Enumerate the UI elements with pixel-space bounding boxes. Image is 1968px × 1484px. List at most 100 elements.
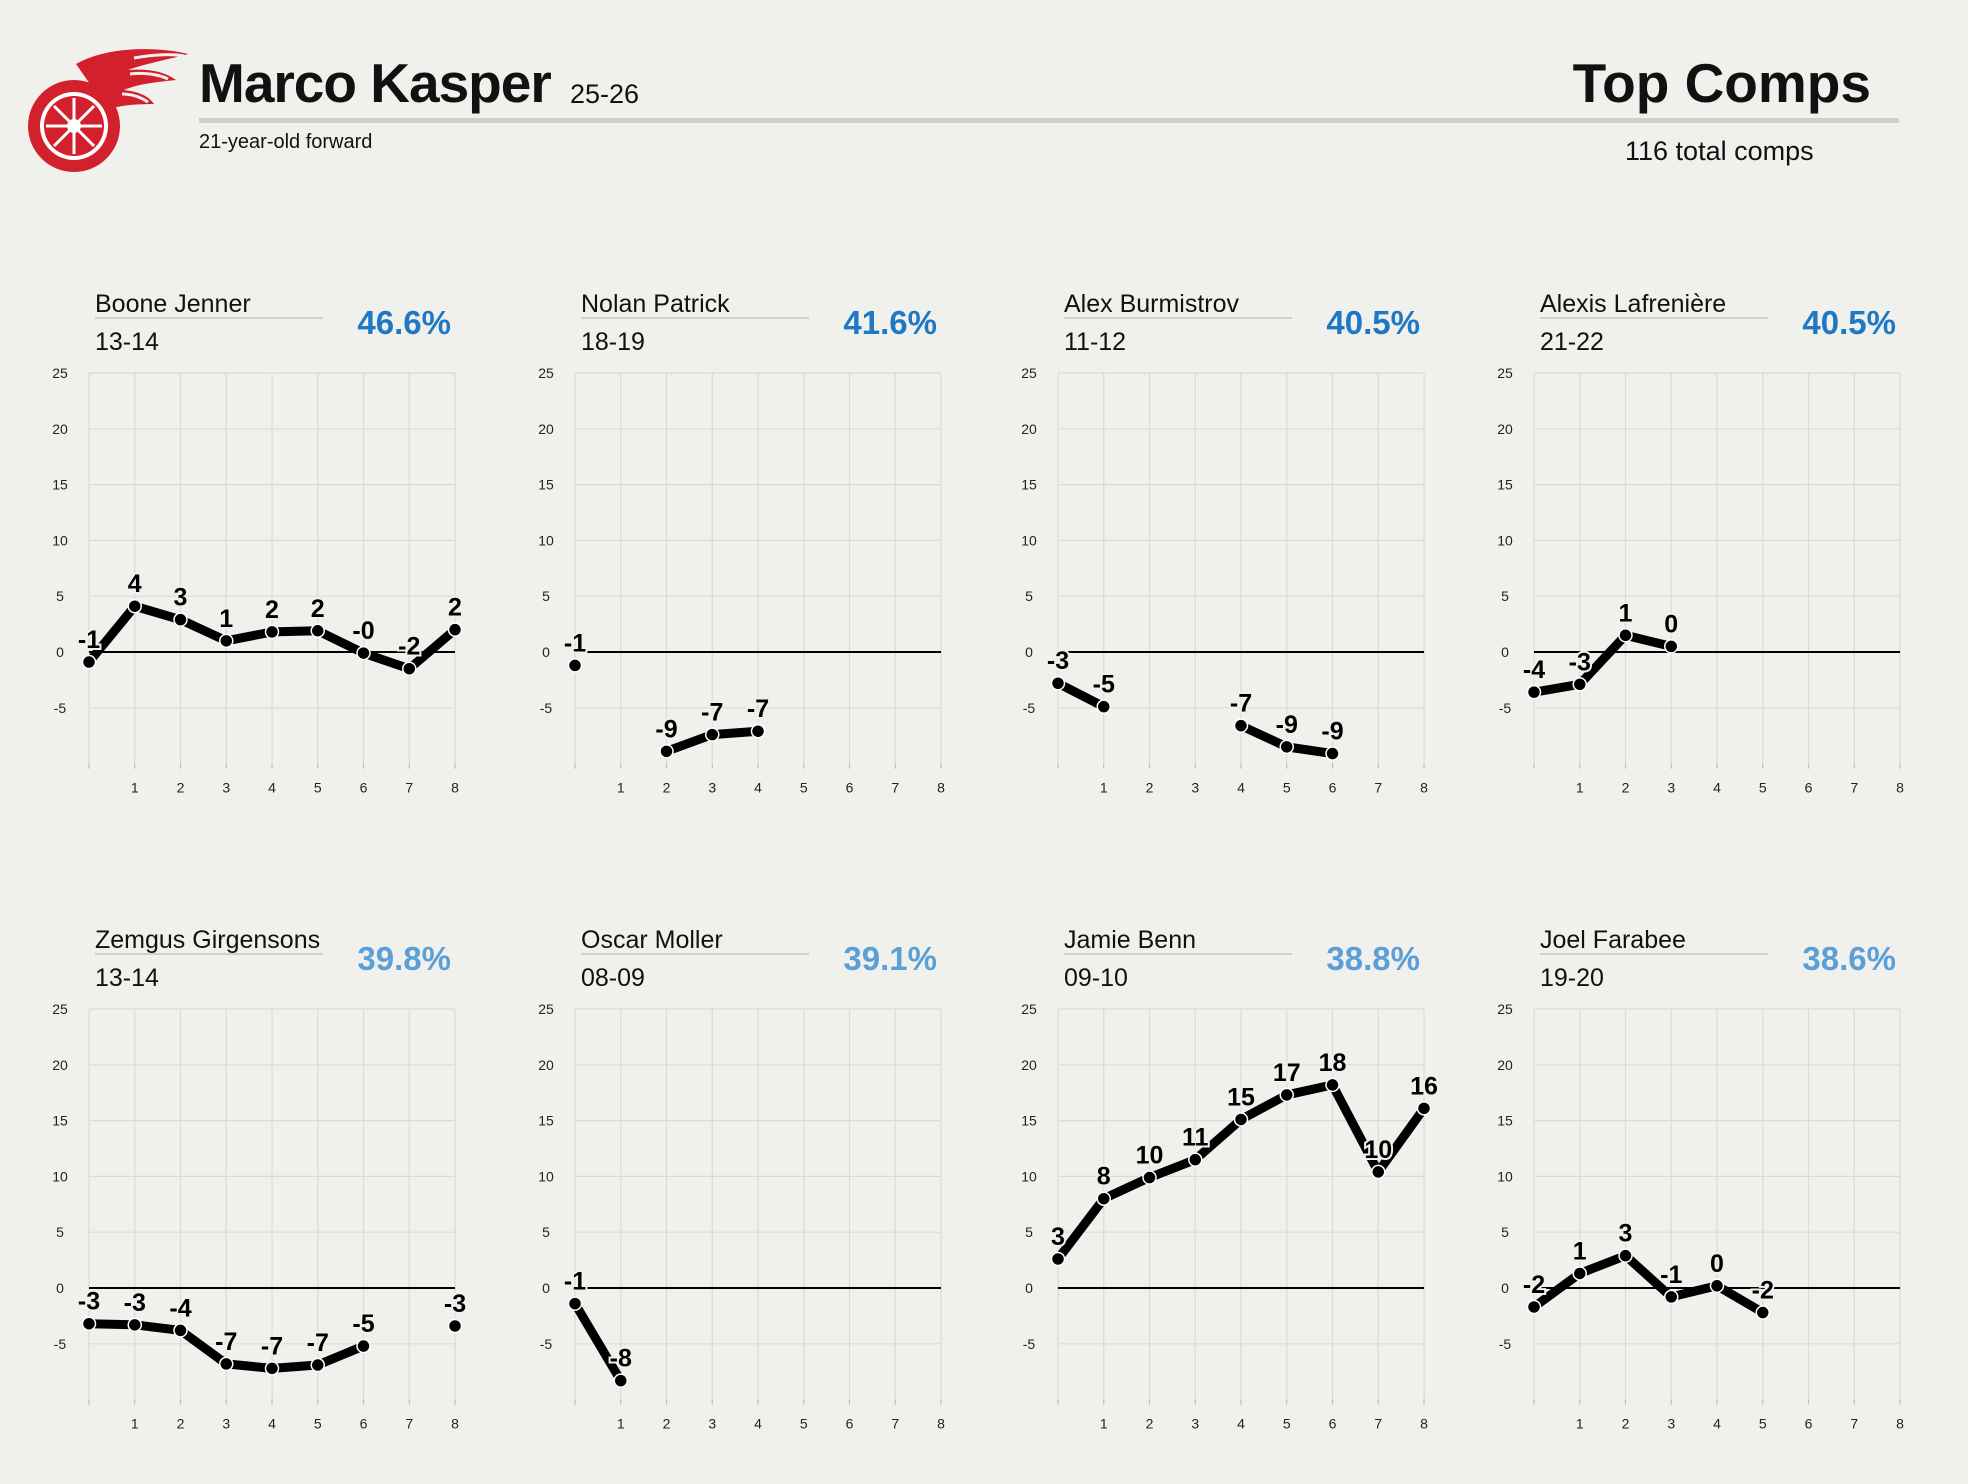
x-tick-label: 3	[708, 780, 716, 796]
y-tick-label: 5	[542, 1224, 550, 1240]
y-tick-label: 15	[538, 1113, 554, 1129]
x-tick-label: 5	[800, 780, 808, 796]
x-tick-label: 7	[1374, 780, 1382, 796]
data-point	[1050, 675, 1066, 691]
x-tick-label: 7	[405, 1416, 413, 1432]
data-point	[1325, 746, 1340, 761]
data-label: -4	[169, 1294, 191, 1322]
x-tick-label: 4	[268, 780, 276, 796]
data-point	[1755, 1305, 1770, 1320]
header-divider	[199, 118, 1899, 123]
data-point	[1188, 1152, 1203, 1167]
data-label: -3	[444, 1290, 466, 1318]
comp-season: 09-10	[1064, 964, 1128, 992]
y-tick-label: 0	[1025, 1280, 1033, 1296]
y-tick-label: 10	[1021, 1168, 1037, 1184]
x-tick-label: 1	[131, 780, 139, 796]
y-tick-label: 15	[538, 477, 554, 493]
comp-name: Alex Burmistrov	[1064, 290, 1240, 318]
y-tick-label: 5	[56, 588, 64, 604]
y-tick-label: -5	[54, 700, 67, 716]
y-tick-label: 10	[52, 532, 68, 548]
section-title: Top Comps	[1572, 52, 1871, 114]
comp-name-underline	[581, 953, 809, 955]
y-tick-label: 5	[1025, 588, 1033, 604]
series-line-segment	[1373, 1103, 1429, 1177]
data-label: 1	[1619, 599, 1633, 627]
x-tick-label: 7	[1850, 1416, 1858, 1432]
data-label: 3	[174, 584, 188, 612]
x-tick-label: 5	[1759, 780, 1767, 796]
x-tick-label: 1	[617, 780, 625, 796]
x-tick-label: 2	[1622, 780, 1630, 796]
series-line-segment	[1575, 630, 1630, 689]
comp-name: Jamie Benn	[1064, 926, 1196, 954]
y-tick-label: 0	[542, 1280, 550, 1296]
data-label: -5	[1093, 671, 1115, 699]
data-point	[705, 727, 720, 742]
x-tick-label: 6	[1329, 1416, 1337, 1432]
y-tick-label: 0	[1501, 644, 1509, 660]
x-tick-label: 5	[1759, 1416, 1767, 1432]
x-tick-label: 4	[1713, 780, 1721, 796]
data-point	[1096, 699, 1111, 714]
comp-name: Oscar Moller	[581, 926, 723, 954]
x-tick-label: 2	[663, 1416, 671, 1432]
data-label: -4	[1523, 656, 1545, 684]
x-tick-label: 8	[451, 1416, 459, 1432]
comp-similarity: 46.6%	[357, 304, 451, 341]
y-tick-label: 15	[1497, 477, 1513, 493]
series-line-segment	[1236, 1090, 1292, 1124]
x-tick-label: 4	[1713, 1416, 1721, 1432]
series-line-segment	[1621, 1251, 1676, 1302]
y-tick-label: 25	[1497, 365, 1513, 381]
series-line-segment	[176, 615, 231, 646]
comp-name-underline	[95, 953, 323, 955]
data-point	[310, 623, 325, 639]
series-line-segment	[662, 730, 717, 756]
y-tick-label: 0	[56, 644, 64, 660]
x-tick-label: 6	[1805, 780, 1813, 796]
data-label: -7	[261, 1332, 283, 1360]
comp-name-underline	[1540, 953, 1768, 955]
x-tick-label: 7	[1850, 780, 1858, 796]
y-tick-label: 20	[1021, 421, 1037, 437]
comp-similarity: 40.5%	[1326, 304, 1420, 341]
data-label: -7	[747, 695, 769, 723]
comp-name: Zemgus Girgensons	[95, 926, 320, 954]
x-tick-label: 1	[1100, 780, 1108, 796]
series-line-segment	[1712, 1281, 1768, 1318]
data-label: -3	[78, 1288, 100, 1316]
y-tick-label: 10	[1021, 532, 1037, 548]
y-tick-label: 10	[1497, 532, 1513, 548]
data-point	[659, 744, 674, 759]
y-tick-label: 15	[52, 1113, 68, 1129]
data-label: -7	[701, 699, 723, 727]
series-line-segment	[313, 626, 368, 658]
data-point	[1572, 677, 1587, 692]
comp-season: 13-14	[95, 964, 159, 992]
data-point	[567, 658, 583, 673]
y-tick-label: -5	[540, 700, 553, 716]
x-tick-label: 8	[937, 780, 945, 796]
data-point	[613, 1373, 628, 1388]
x-tick-label: 7	[891, 1416, 899, 1432]
y-tick-label: 25	[1497, 1001, 1513, 1017]
data-label: -1	[564, 629, 586, 657]
data-label: 4	[128, 570, 142, 598]
x-tick-label: 8	[937, 1416, 945, 1432]
x-tick-label: 1	[1100, 1416, 1108, 1432]
data-label: -3	[124, 1289, 146, 1317]
data-label: -2	[398, 633, 420, 661]
x-tick-label: 1	[1576, 780, 1584, 796]
red-wings-winged-wheel-icon	[28, 49, 188, 172]
x-tick-label: 2	[177, 1416, 185, 1432]
data-label: 2	[448, 594, 462, 622]
data-point	[127, 1317, 142, 1333]
series-line-segment	[130, 1320, 185, 1335]
data-label: 16	[1410, 1072, 1438, 1100]
x-tick-label: 5	[1283, 1416, 1291, 1432]
